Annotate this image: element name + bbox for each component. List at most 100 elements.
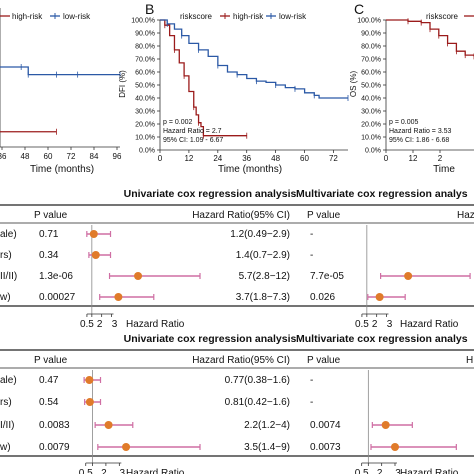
km-a-xlabel: Time (months): [30, 164, 94, 175]
forest-row-label: rs): [0, 250, 12, 261]
km-c-ylabel: OS (%): [349, 71, 358, 98]
forest-multi-pvalue: -: [310, 229, 313, 240]
forest-row-label: w): [0, 442, 11, 453]
forest-uni-hr-text: 2.2(1.2−4): [244, 420, 290, 431]
forest-multi-tick-label: 3: [387, 319, 393, 330]
km-b-ytick-label: 30.0%: [135, 109, 155, 116]
km-b-ytick-label: 60.0%: [135, 70, 155, 77]
forest-multi-axis-label: Hazard Ratio: [400, 319, 459, 330]
km-b-annotation-ci: 95% CI: 1.09 - 6.67: [163, 137, 223, 144]
km-b-ytick-label: 40.0%: [135, 96, 155, 103]
forest-row-label: I/II): [0, 420, 14, 431]
forest-uni-pvalue: 0.54: [39, 397, 59, 408]
km-a-xtick-label: 48: [21, 152, 30, 161]
km-b-ytick-label: 100.0%: [131, 18, 155, 25]
forest-multi-pvalue: -: [310, 397, 313, 408]
forest-uni-hr-text: 1.2(0.49−2.9): [230, 229, 290, 240]
forest-multi-pvalue: 7.7e-05: [310, 271, 344, 282]
km-b-legend-title: riskscore: [180, 12, 213, 21]
km-b-xtick-label: 48: [271, 154, 280, 163]
forest-1-multi-p-header: P value: [307, 210, 341, 221]
km-c-ytick-label: 50.0%: [361, 83, 381, 90]
forest-2-uni-title: Univariate cox regression analysis: [124, 333, 297, 345]
km-b-xtick-label: 60: [300, 154, 309, 163]
forest-multi-estimate-point: [404, 272, 413, 280]
forest-uni-estimate-point: [91, 251, 100, 259]
forest-uni-estimate-point: [134, 272, 143, 280]
forest-uni-pvalue: 0.0083: [39, 420, 70, 431]
forest-uni-hr-text: 3.7(1.8−7.3): [236, 292, 290, 303]
forest-uni-estimate-point: [89, 230, 98, 238]
km-panel-b: B riskscore high-risk low-risk 100.0% 90.…: [118, 1, 349, 175]
forest-uni-hr-text: 3.5(1.4−9): [244, 442, 290, 453]
km-c-ytick-label: 90.0%: [361, 31, 381, 38]
km-a-xtick-label: 60: [44, 152, 53, 161]
forest-1-multi-hr-header: Haza: [457, 210, 474, 221]
forest-row-label: ale): [0, 229, 17, 240]
forest-1-hr-header: Hazard Ratio(95% CI): [192, 210, 290, 221]
forest-row-label: II/II): [0, 271, 17, 282]
km-c-xlabel: Time: [433, 164, 455, 175]
forest-multi-pvalue: 0.0073: [310, 442, 341, 453]
km-curve-low-risk: [386, 19, 474, 57]
forest-uni-tick-label: 0.5: [80, 319, 94, 330]
km-curve-low-risk: [0, 66, 120, 76]
forest-row-label: ale): [0, 375, 17, 386]
forest-2-multi-title: Multivariate cox regression analys: [296, 333, 468, 345]
km-b-ytick-label: 50.0%: [135, 83, 155, 90]
forest-uni-pvalue: 0.47: [39, 375, 59, 386]
forest-uni-tick-label: 3: [120, 468, 126, 474]
forest-multi-tick-label: 2: [372, 319, 378, 330]
forest-table-2: Univariate cox regression analysis Multi…: [0, 333, 474, 474]
km-c-annotation-p: p = 0.005: [389, 119, 418, 126]
forest-multi-tick-label: 3: [395, 468, 401, 474]
km-c-xtick-label: 12: [409, 154, 418, 163]
forest-uni-hr-text: 1.4(0.7−2.9): [236, 250, 290, 261]
forest-1-uni-title: Univariate cox regression analysis: [124, 188, 297, 200]
forest-multi-pvalue: -: [310, 250, 313, 261]
forest-uni-axis-label: Hazard Ratio: [126, 468, 185, 474]
km-b-xtick-label: 12: [184, 154, 193, 163]
km-c-annotation-ci: 95% CI: 1.86 - 6.68: [389, 137, 449, 144]
km-b-panel-label: B: [145, 1, 154, 17]
km-c-annotation-hr: Hazard Ratio = 3.53: [389, 128, 452, 135]
km-b-ytick-label: 80.0%: [135, 44, 155, 51]
km-c-ytick-label: 20.0%: [361, 122, 381, 129]
forest-uni-pvalue: 0.00027: [39, 292, 76, 303]
forest-uni-estimate-point: [104, 421, 113, 429]
km-b-ytick-label: 90.0%: [135, 31, 155, 38]
km-b-xtick-label: 72: [329, 154, 338, 163]
forest-uni-estimate-point: [85, 398, 94, 406]
forest-multi-estimate-point: [391, 443, 399, 451]
forest-uni-pvalue: 0.34: [39, 250, 59, 261]
forest-uni-estimate-point: [85, 376, 94, 384]
forest-uni-tick-label: 2: [101, 468, 107, 474]
forest-multi-axis-label: Hazard Ratio: [400, 468, 459, 474]
forest-1-p-header: P value: [34, 210, 68, 221]
forest-multi-pvalue: 0.0074: [310, 420, 341, 431]
forest-multi-tick-label: 0.5: [355, 468, 369, 474]
km-b-xtick-label: 36: [242, 154, 251, 163]
km-c-ytick-label: 10.0%: [361, 135, 381, 142]
km-a-legend-high: high-risk: [12, 12, 43, 21]
forest-uni-tick-label: 2: [97, 319, 103, 330]
forest-multi-pvalue: -: [310, 375, 313, 386]
forest-1-multi-title: Multivariate cox regression analys: [296, 188, 468, 200]
forest-table-1: Univariate cox regression analysis Multi…: [0, 188, 474, 330]
km-c-ytick-label: 30.0%: [361, 109, 381, 116]
km-b-xtick-label: 0: [158, 154, 163, 163]
km-c-xtick-label: 2: [438, 154, 443, 163]
km-c-ytick-label: 100.0%: [357, 18, 381, 25]
forest-2-multi-p-header: P value: [307, 355, 341, 366]
forest-multi-estimate-point: [375, 293, 384, 301]
forest-uni-tick-label: 0.5: [79, 468, 93, 474]
forest-uni-estimate-point: [122, 443, 131, 451]
km-c-legend-title: riskscore: [426, 12, 459, 21]
forest-uni-pvalue: 1.3e-06: [39, 271, 73, 282]
km-b-annotation-p: p = 0.002: [163, 119, 192, 126]
km-a-xtick-label: 96: [113, 152, 122, 161]
km-b-ytick-label: 10.0%: [135, 135, 155, 142]
km-panel-c: C riskscore 100.0% 90.0% 80.0% 70.0% 60.0% 50…: [349, 1, 474, 175]
km-c-ytick-label: 60.0%: [361, 70, 381, 77]
